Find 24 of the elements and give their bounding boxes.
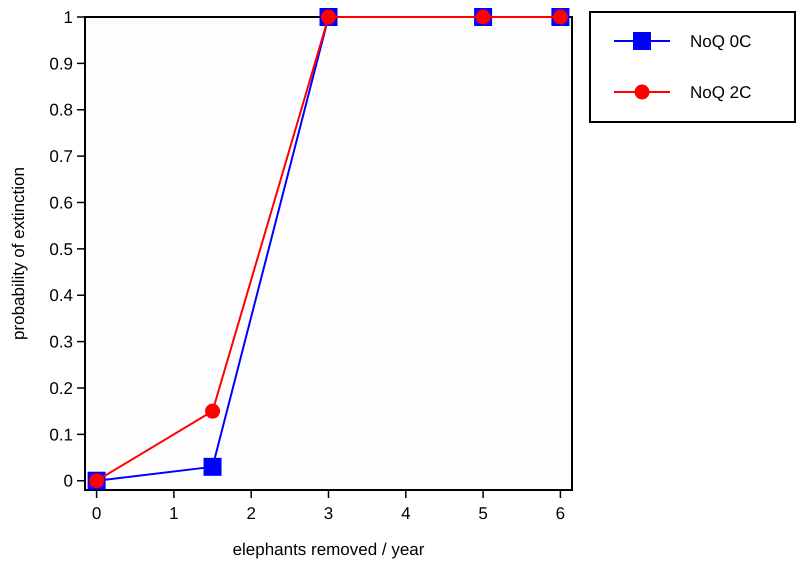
x-tick-label: 2 bbox=[246, 504, 256, 523]
y-tick-label: 0.6 bbox=[49, 193, 73, 212]
y-tick-label: 0.3 bbox=[49, 332, 73, 352]
x-tick-label: 1 bbox=[169, 504, 179, 523]
y-axis-title: probability of extinction bbox=[9, 167, 28, 340]
legend-label: NoQ 2C bbox=[690, 83, 752, 102]
y-tick-label: 0.7 bbox=[49, 147, 73, 166]
y-tick-label: 0.8 bbox=[49, 100, 73, 120]
y-tick-label: 0.5 bbox=[49, 240, 73, 259]
y-tick-label: 0.1 bbox=[49, 425, 73, 444]
point bbox=[205, 404, 220, 419]
x-tick-label: 4 bbox=[401, 504, 411, 523]
point bbox=[204, 458, 222, 476]
x-tick-label: 5 bbox=[478, 504, 488, 523]
x-tick-label: 3 bbox=[324, 504, 334, 523]
x-tick-label: 0 bbox=[92, 504, 102, 523]
y-tick-label: 0.4 bbox=[49, 286, 73, 306]
y-tick-label: 0 bbox=[64, 472, 73, 491]
x-tick-label: 6 bbox=[556, 504, 566, 523]
y-tick-label: 0.9 bbox=[49, 54, 73, 74]
legend-label: NoQ 0C bbox=[690, 32, 752, 51]
y-tick-label: 0.2 bbox=[49, 378, 73, 398]
y-tick-label: 1 bbox=[64, 8, 73, 27]
x-axis-title: elephants removed / year bbox=[232, 540, 425, 559]
